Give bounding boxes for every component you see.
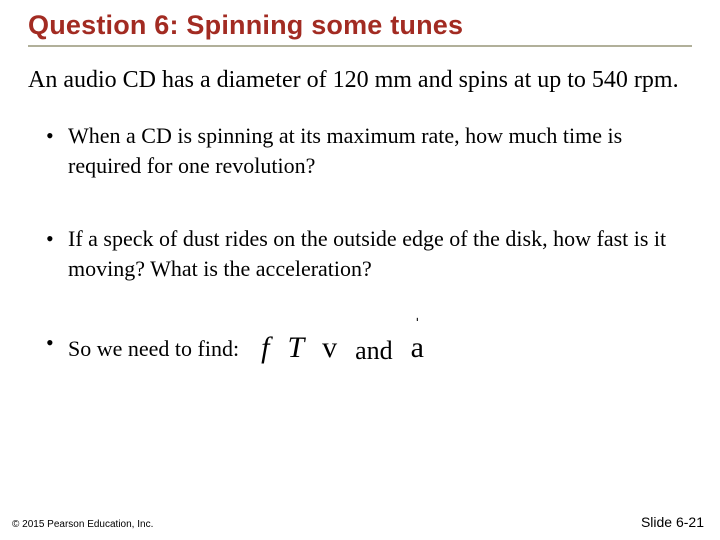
bullet-list: When a CD is spinning at its maximum rat… [28,121,692,370]
slide: Question 6: Spinning some tunes An audio… [0,0,720,540]
symbol-f: f [261,328,269,369]
symbol-and: and [355,333,393,368]
intro-paragraph: An audio CD has a diameter of 120 mm and… [28,65,692,95]
slide-number: Slide 6-21 [641,514,704,530]
bullet-item: When a CD is spinning at its maximum rat… [68,121,692,180]
bullet-text: If a speck of dust rides on the outside … [68,226,666,281]
slide-title: Question 6: Spinning some tunes [28,10,692,47]
symbol-T: T [287,328,304,369]
bullet-item: If a speck of dust rides on the outside … [68,224,692,283]
copyright: © 2015 Pearson Education, Inc. [12,519,153,530]
bullet-item: So we need to find: f T v and ˈ a [68,328,692,371]
bullet-text: When a CD is spinning at its maximum rat… [68,123,622,178]
formula: f T v and ˈ a [261,328,424,371]
hat-mark-icon: ˈ [414,316,421,336]
bullet-text: So we need to find: [68,334,239,364]
symbol-a-hat: ˈ a [411,328,424,369]
symbol-v: v [322,328,337,369]
